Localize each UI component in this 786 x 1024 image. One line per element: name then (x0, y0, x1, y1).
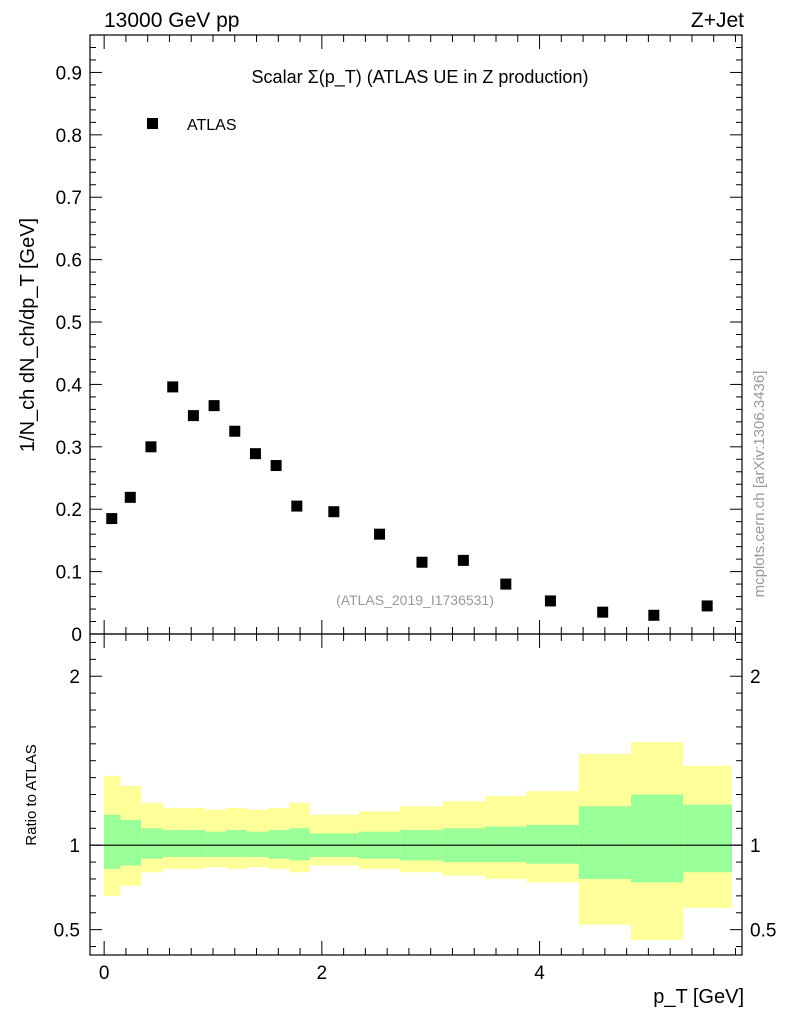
y-tick-label: 0.9 (56, 63, 82, 84)
y-tick-label: 0.6 (56, 251, 82, 272)
ratio-band-inner (162, 829, 184, 858)
atlas-data-point (187, 410, 199, 422)
ratio-band-inner (268, 829, 290, 859)
atlas-data-point (544, 595, 556, 607)
atlas-data-point (374, 528, 386, 540)
ratio-band-inner (205, 831, 227, 858)
plot-title-text: Scalar Σ(p_T) (ATLAS UE in Z production) (252, 67, 589, 88)
analysis-label: (ATLAS_2019_I1736531) (336, 592, 494, 608)
legend-label-atlas: ATLAS (187, 117, 237, 134)
atlas-data-point (208, 400, 220, 412)
y-tick-label: 0.5 (56, 313, 82, 334)
atlas-data-point (416, 556, 428, 568)
x-tick-label: 2 (317, 963, 328, 984)
atlas-data-point (106, 513, 118, 525)
x-axis-label: p_T [GeV] (653, 986, 744, 1008)
ratio-band-inner (485, 826, 527, 863)
atlas-data-point (229, 425, 241, 437)
atlas-data-point (270, 460, 282, 472)
y-axis-label: 1/N_ch dN_ch/dp_T [GeV] (17, 218, 39, 452)
atlas-data-point (328, 506, 340, 518)
x-tick-label: 4 (534, 963, 545, 984)
ratio-band-inner (630, 794, 684, 883)
ratio-band-inner (246, 831, 269, 858)
y-tick-label-zero: 0 (71, 625, 82, 646)
ratio-band-inner (289, 828, 310, 861)
ratio-band-inner (104, 814, 121, 869)
ratio-band-inner (226, 829, 247, 858)
header-right-text: Z+Jet (691, 9, 744, 32)
atlas-data-point (249, 448, 261, 460)
ratio-y-tick-label-right: 1 (750, 836, 761, 857)
y-tick-label: 0.4 (56, 375, 83, 396)
atlas-data-point (597, 606, 609, 618)
atlas-data-point (145, 441, 157, 453)
ratio-y-tick-label-right: 0.5 (750, 921, 776, 942)
atlas-data-point (457, 554, 469, 566)
ratio-band-inner (120, 819, 142, 866)
atlas-data-point (500, 578, 512, 590)
plot-title: Scalar Σ(p_T) (ATLAS UE in Z production) (252, 67, 589, 88)
y-tick-label: 0.7 (56, 188, 82, 209)
ratio-y-tick-label-left: 2 (69, 667, 80, 688)
x-tick-label: 0 (99, 963, 110, 984)
ratio-y-axis-label: Ratio to ATLAS (23, 744, 40, 845)
y-tick-label: 0.1 (56, 563, 82, 584)
ratio-plot-panel: 0.5 0.5 1 1 2 2 0 2 4 (54, 633, 776, 984)
atlas-data-point (167, 381, 179, 393)
ratio-band-inner (183, 829, 206, 858)
atlas-data-point (124, 491, 136, 503)
legend-marker-atlas (147, 118, 158, 129)
header-left-text: 13000 GeV pp (104, 9, 239, 32)
y-tick-label: 0.2 (56, 500, 82, 521)
atlas-data-point (701, 600, 713, 612)
y-tick-label: 0.3 (56, 438, 82, 459)
ratio-y-tick-label-left: 0.5 (54, 921, 80, 942)
atlas-data-point (291, 500, 303, 512)
atlas-data-point (648, 609, 660, 621)
ratio-y-tick-label-left: 1 (69, 836, 80, 857)
watermark-text: mcplots.cern.ch [arXiv:1306.3436] (751, 371, 768, 598)
ratio-band-inner (578, 806, 631, 879)
ratio-band-inner (683, 804, 732, 873)
ratio-y-tick-label-right: 2 (750, 667, 761, 688)
ratio-band-inner (526, 824, 579, 864)
ratio-band-inner (141, 828, 163, 859)
main-plot-panel: 0.1 0.2 0.3 0.4 0.5 0.6 0.7 0.8 0.9 0 Scalar Σ(p_… (56, 34, 743, 646)
y-tick-label: 0.8 (56, 126, 82, 147)
